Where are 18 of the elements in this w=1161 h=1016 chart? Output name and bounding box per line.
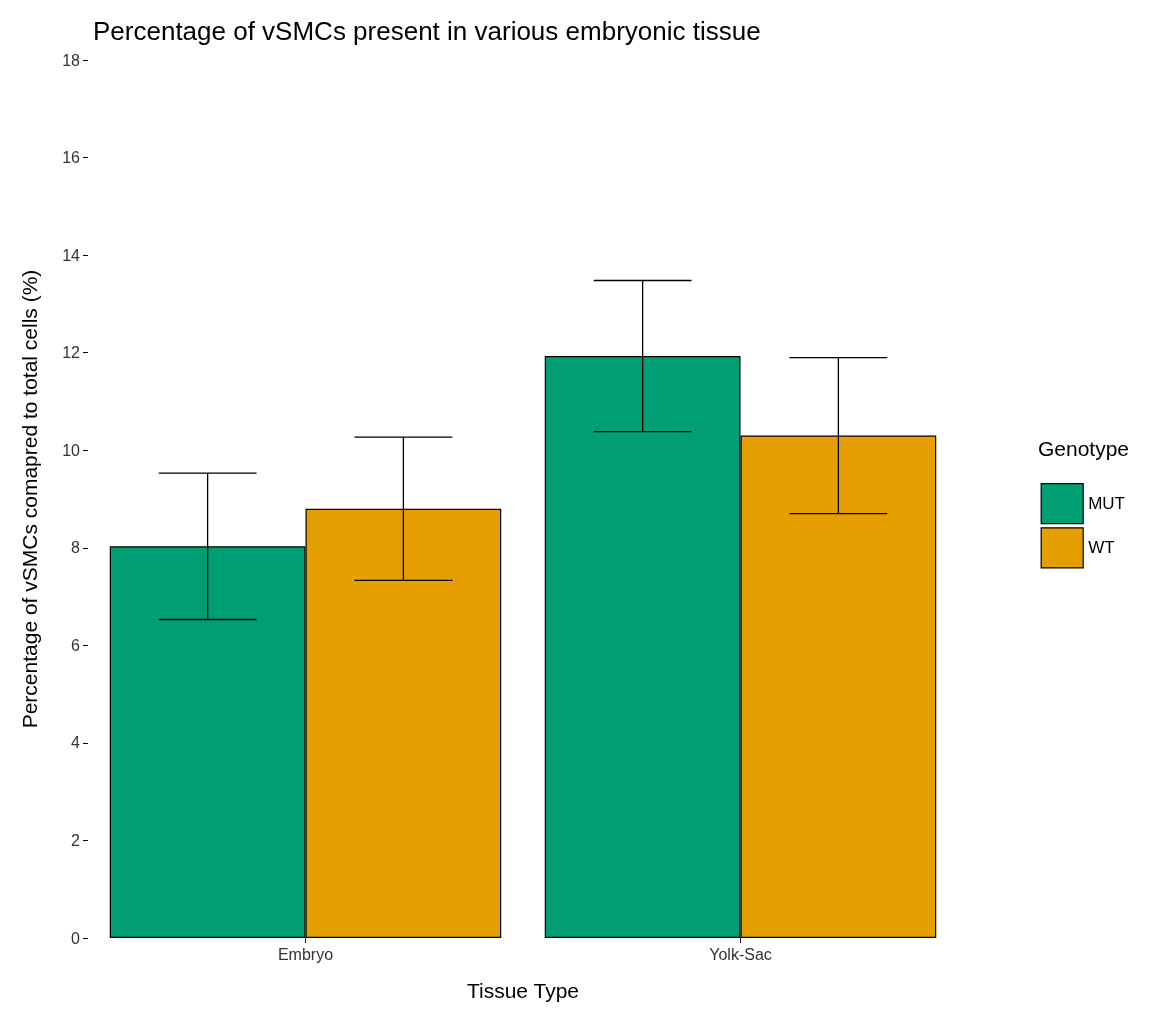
chart-title: Percentage of vSMCs present in various embryonic tissue	[93, 16, 761, 46]
x-tick-label: Embryo	[277, 945, 334, 963]
y-tick-label: 16	[62, 149, 81, 167]
y-tick-label: 2	[71, 831, 81, 849]
x-tick-label: Yolk-Sac	[709, 945, 772, 963]
y-tick-label: 0	[71, 929, 81, 947]
legend-label: MUT	[1088, 494, 1126, 514]
y-tick-label: 4	[71, 734, 81, 752]
y-tick-label: 14	[62, 246, 81, 264]
x-axis-title: Tissue Type	[466, 979, 580, 1002]
legend-title: Genotype	[1037, 437, 1130, 460]
y-tick-label: 8	[71, 539, 81, 557]
y-tick-label: 10	[62, 441, 81, 459]
y-tick-label: 18	[62, 51, 81, 69]
y-tick-label: 12	[62, 344, 81, 362]
y-tick-label: 6	[71, 636, 81, 654]
legend-label: WT	[1088, 538, 1115, 558]
y-axis-title: Percentage of vSMCs comapred to total cells (%)	[18, 269, 41, 729]
